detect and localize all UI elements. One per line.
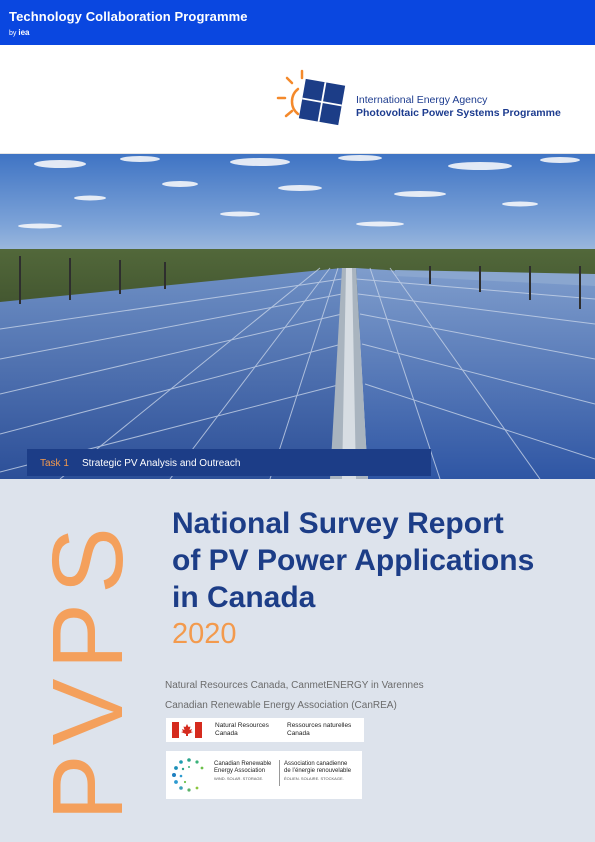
canrea-fr-tagline: ÉOLIEN. SOLAIRE. STOCKAGE. [284, 776, 344, 781]
iea-name: International Energy Agency [356, 94, 488, 106]
by-label: by [9, 30, 17, 37]
nrcan-en: Natural Resources Canada [215, 722, 269, 738]
author-nrcan: Natural Resources Canada, CanmetENERGY i… [165, 680, 424, 691]
nrcan-fr: Ressources naturelles Canada [287, 722, 351, 738]
solar-array-photo [0, 154, 595, 479]
task-banner: Task 1 Strategic PV Analysis and Outreac… [27, 449, 431, 476]
iea-pvps-logo-icon [276, 69, 346, 126]
canrea-logo: Canadian Renewable Energy Association WI… [166, 751, 362, 799]
iea-pvps-name: International Energy Agency Photovoltaic… [356, 94, 561, 120]
canrea-divider [279, 760, 280, 786]
nrcan-en-line2: Canada [215, 730, 238, 737]
task-number: Task 1 [40, 458, 69, 469]
pvps-name: Photovoltaic Power Systems Programme [356, 107, 561, 119]
tcp-title: Technology Collaboration Programme [9, 9, 248, 24]
canrea-en-tagline: WIND. SOLAR. STORAGE. [214, 776, 264, 781]
authors: Natural Resources Canada, CanmetENERGY i… [165, 676, 424, 716]
canrea-dot-ring-icon [172, 758, 204, 792]
pvps-vertical-mark: PVPS [32, 518, 144, 821]
author-canrea: Canadian Renewable Energy Association (C… [165, 700, 397, 711]
canrea-en: Canadian Renewable Energy Association WI… [214, 761, 271, 782]
header-panel [0, 45, 595, 154]
title-line-1: National Survey Report [172, 507, 504, 540]
canrea-fr: Association canadienne de l’énergie reno… [284, 761, 351, 782]
canada-flag-icon [172, 722, 202, 738]
title-line-2: of PV Power Applications [172, 544, 535, 577]
report-title: National Survey Report of PV Power Appli… [172, 505, 592, 616]
nrcan-fr-line2: Canada [287, 730, 310, 737]
tcp-by-iea: by iea [9, 28, 29, 37]
task-name: Strategic PV Analysis and Outreach [82, 458, 241, 469]
nrcan-fr-line1: Ressources naturelles [287, 722, 352, 729]
canrea-en-line1: Canadian Renewable [214, 761, 272, 767]
nrcan-en-line1: Natural Resources [215, 722, 269, 729]
iea-logo-text: iea [18, 28, 30, 37]
tcp-banner: Technology Collaboration Programme by ie… [0, 0, 595, 45]
canrea-fr-line2: de l’énergie renouvelable [284, 768, 352, 774]
report-year: 2020 [172, 618, 237, 650]
nrcan-logo: Natural Resources Canada Ressources natu… [166, 718, 364, 742]
canrea-fr-line1: Association canadienne [284, 761, 348, 767]
title-line-3: in Canada [172, 581, 316, 614]
canrea-en-line2: Energy Association [214, 768, 266, 774]
